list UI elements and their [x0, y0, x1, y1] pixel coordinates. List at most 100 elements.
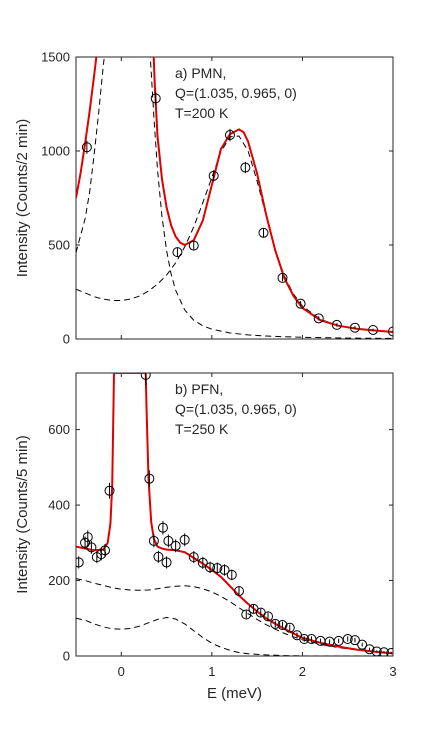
panel-b-data-point: [197, 556, 208, 569]
panel-b-data-point: [234, 586, 245, 597]
panel-a-annotation-line: a) PMN,: [175, 65, 226, 81]
panel-b-data-point: [153, 550, 164, 563]
panel-b-data-point: [157, 520, 168, 535]
panel-a-annotation-line: T=200 K: [175, 105, 229, 121]
panel-b-component-dashed-2: [76, 616, 393, 656]
panel-a-point-marker: [240, 162, 251, 173]
panel-b-point-marker: [153, 551, 164, 562]
panel-b-data-point: [179, 533, 190, 547]
panel-a-y-tick-label: 1500: [41, 50, 70, 65]
panel-b-y-tick-label: 400: [48, 498, 70, 513]
panel-b-point-marker: [263, 611, 274, 622]
panel-b-annotation-line: b) PFN,: [175, 381, 223, 397]
panel-b-data-point: [99, 543, 110, 557]
panel-b-point-marker: [284, 622, 295, 633]
panel-a-point-marker: [208, 170, 219, 181]
panel-a-component-dashed-1: [76, 135, 393, 333]
panel-b-data-point: [315, 635, 326, 646]
panel-b-data-point: [104, 482, 115, 499]
panel-a-data-point: [313, 313, 324, 324]
panel-b-annotation-line: T=250 K: [175, 421, 229, 437]
panel-b-data-point: [333, 635, 344, 646]
panel-a-point-marker: [349, 322, 360, 333]
panel-b-point-marker: [161, 557, 172, 568]
panel-b-point-marker: [212, 563, 223, 574]
panel-b-point-marker: [179, 534, 190, 545]
panel-a-data-point: [150, 91, 161, 105]
panel-b-point-marker: [270, 618, 281, 629]
panel-b-point-marker: [277, 620, 288, 631]
panel-b-y-tick-label: 200: [48, 573, 70, 588]
panel-b-point-marker: [76, 557, 84, 568]
panel-b-data-point: [86, 540, 97, 554]
panel-a-data-point: [295, 298, 306, 309]
panel-b-data-point: [148, 534, 159, 548]
panel-b-data-point: [270, 618, 281, 629]
panel-b-data-point: [277, 620, 288, 631]
panel-b-data-point: [76, 556, 84, 569]
panel-a-point-marker: [224, 130, 235, 141]
panel-b-point-marker: [170, 540, 181, 551]
panel-b-data-point: [188, 551, 199, 564]
panel-b-point-marker: [219, 564, 230, 575]
panel-b-data-point: [161, 556, 172, 569]
panel-a-data-point: [172, 247, 183, 258]
panel-b-data-point: [163, 534, 174, 548]
panel-b-data-point: [140, 373, 151, 386]
panel-a-data-point: [240, 161, 251, 174]
panel-b-data-point: [364, 644, 375, 655]
panel-b-point-marker: [241, 609, 252, 620]
panel-a-y-tick-label: 1000: [41, 144, 70, 159]
panel-b-point-marker: [226, 569, 237, 580]
panel-a-data-point: [277, 272, 288, 283]
panel-b-x-tick-label: 1: [208, 664, 215, 679]
panel-a-data-point: [368, 324, 379, 335]
panel-b-fit-line: [76, 373, 393, 655]
panel-b-data-point: [241, 609, 252, 620]
panel-b-data-point: [170, 539, 181, 553]
panel-b-point-marker: [234, 586, 245, 597]
panel-b-point-marker: [99, 545, 110, 556]
panel-a-point-marker: [81, 142, 92, 153]
panel-b-point-marker: [364, 644, 375, 655]
panel-a-point-marker: [368, 324, 379, 335]
panel-a-data-point: [208, 170, 219, 182]
panel-a-data-point: [224, 128, 235, 142]
panel-b-point-marker: [205, 562, 216, 573]
panel-b-data-point: [284, 622, 295, 633]
panel-b-data-point: [212, 562, 223, 574]
panel-a-point-marker: [188, 240, 199, 251]
panel-b-y-tick-label: 600: [48, 422, 70, 437]
panel-b-data-point: [357, 639, 368, 650]
panel-b-point-marker: [371, 646, 382, 656]
panel-b-data-point: [371, 646, 382, 656]
panel-b-data-point: [378, 647, 389, 656]
panel-b-data-point: [342, 634, 353, 645]
panel-b-annotation-line: Q=(1.035, 0.965, 0): [175, 401, 297, 417]
panel-a-data-point: [188, 240, 199, 251]
panel-b-x-tick-label: 0: [118, 664, 125, 679]
panel-a-data-point: [331, 319, 342, 330]
panel-b-point-marker: [104, 485, 115, 496]
panel-b-data-point: [263, 611, 274, 622]
panel-b-point-marker: [157, 522, 168, 533]
panel-a-series-area: [76, 57, 393, 339]
panel-b-point-marker: [148, 535, 159, 546]
panel-b-x-tick-label: 2: [299, 664, 306, 679]
panel-a-point-marker: [258, 227, 269, 238]
panel-b-data-point: [219, 564, 230, 576]
panel-a-pmn: 0 500 1000 1500 Intensity (Counts/2 min) a) P…: [14, 50, 394, 347]
panel-b-data-point: [386, 647, 393, 656]
panel-b-data-point: [96, 548, 107, 561]
panel-b-component-dashed-1: [76, 578, 393, 654]
panel-a-point-marker: [172, 247, 183, 258]
panel-b-y-axis-label: Intensity (Counts/5 min): [14, 435, 31, 593]
panel-b-data-point: [205, 561, 216, 573]
panel-a-component-dashed-2: [76, 57, 393, 339]
panel-b-pfn: 0 200 400 600 0 1 2 3 Intensity (Counts/5 min) E …: [14, 372, 397, 702]
panel-b-point-marker: [140, 373, 151, 380]
panel-b-point-marker: [86, 542, 97, 553]
panel-a-data-point: [258, 227, 269, 238]
panel-b-y-tick-label: 0: [63, 649, 70, 664]
